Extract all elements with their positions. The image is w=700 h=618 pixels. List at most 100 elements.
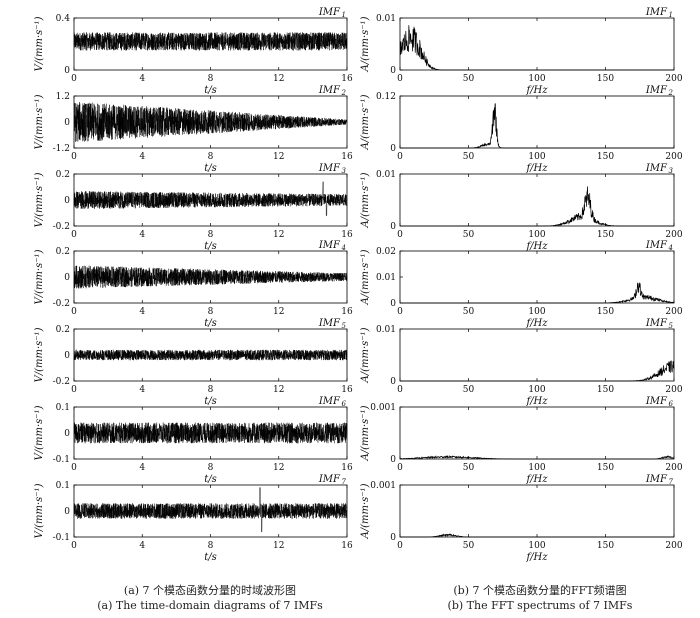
imf-subscript-t5: 5: [342, 322, 347, 330]
x-tick-label-t1: 12: [273, 74, 284, 84]
x-tick-label-f2: 150: [597, 152, 614, 162]
signal-trace-f2: [400, 103, 674, 149]
x-tick-label-t2: 12: [273, 152, 284, 162]
x-tick-label-f5: 150: [597, 385, 614, 395]
y-axis-label-f7: A/(mm·s⁻¹): [360, 483, 371, 539]
y-axis-label-f5: A/(mm·s⁻¹): [360, 327, 371, 383]
y-tick-label-f5: 0: [390, 377, 396, 387]
x-tick-label-t3: 8: [208, 230, 214, 240]
y-axis-label-f1: A/(mm·s⁻¹): [360, 16, 371, 72]
y-tick-label-f2: 0.12: [376, 92, 396, 102]
y-tick-label-f4: 0: [390, 299, 396, 309]
subplot-f7: 0 50 100 150 200 0 0.001 f/Hz A/(mm·s⁻¹) IMF 7: [360, 474, 683, 563]
x-axis-label-f5: f/Hz: [525, 396, 548, 407]
subplot-t6: 0 4 8 12 16-0.100.1t/sV/(mm·s⁻¹)IMF 6: [34, 396, 353, 485]
imf-label-t6: IMF: [318, 396, 341, 407]
y-tick-label-t2: 0: [64, 118, 70, 128]
y-tick-label-t6: 0.1: [56, 403, 70, 413]
axes-frame-f2: [399, 95, 675, 149]
x-tick-label-f4: 100: [528, 307, 545, 317]
signal-trace-t2: [73, 102, 348, 142]
y-axis-label-t6: V/(mm·s⁻¹): [34, 405, 45, 460]
imf-subscript-f3: 3: [669, 167, 674, 175]
axes-frame-f3: [399, 173, 675, 227]
x-tick-label-t6: 8: [208, 463, 214, 473]
y-tick-label-f1: 0: [390, 66, 396, 76]
y-axis-label-f4: A/(mm·s⁻¹): [360, 249, 371, 305]
y-axis-label-f3: A/(mm·s⁻¹): [360, 172, 371, 228]
x-tick-label-t1: 0: [71, 74, 77, 84]
y-tick-label-f1: 0.01: [376, 14, 396, 24]
x-axis-label-t1: t/s: [204, 85, 217, 96]
x-axis-label-f3: f/Hz: [525, 241, 548, 252]
y-tick-label-f2: 0: [390, 144, 396, 154]
x-tick-label-t7: 0: [71, 541, 77, 551]
y-tick-label-t7: -0.1: [53, 533, 70, 543]
x-tick-label-t3: 4: [139, 230, 145, 240]
subplot-t2: 0 4 8 12 16-1.201.2t/sV/(mm·s⁻¹)IMF 2: [34, 85, 353, 174]
signal-trace-f1: [399, 25, 674, 71]
caption-left-zh: (a) 7 个模态函数分量的时域波形图: [123, 584, 297, 597]
imf-label-f2: IMF: [645, 85, 668, 96]
x-axis-label-t2: t/s: [204, 163, 217, 174]
x-tick-label-f6: 100: [528, 463, 545, 473]
imf-subscript-t3: 3: [342, 167, 347, 175]
imf-subscript-f2: 2: [668, 89, 674, 97]
imf-subscript-f1: 1: [669, 11, 673, 19]
x-tick-label-f7: 150: [597, 541, 614, 551]
x-tick-label-f7: 0: [397, 541, 403, 551]
imf-label-f6: IMF: [645, 396, 668, 407]
y-axis-label-t1: V/(mm·s⁻¹): [34, 16, 45, 71]
signal-trace-t3: [73, 181, 348, 216]
x-axis-label-t5: t/s: [204, 396, 217, 407]
x-tick-label-f7: 200: [665, 541, 682, 551]
x-tick-label-t7: 8: [208, 541, 214, 551]
y-tick-label-t4: 0: [64, 273, 70, 283]
y-tick-label-f3: 0: [390, 222, 396, 232]
x-tick-label-t3: 16: [341, 230, 353, 240]
x-tick-label-f4: 200: [665, 307, 682, 317]
x-axis-label-t3: t/s: [204, 241, 217, 252]
x-tick-label-t4: 12: [273, 307, 284, 317]
subplot-t7: 0 4 8 12 16-0.100.1t/sV/(mm·s⁻¹)IMF 7: [34, 474, 353, 563]
x-tick-label-f4: 50: [463, 307, 475, 317]
y-tick-label-f4: 0.01: [376, 273, 396, 283]
imf-label-t1: IMF: [318, 7, 341, 18]
imf-subscript-f5: 5: [669, 322, 674, 330]
x-axis-label-t6: t/s: [204, 474, 217, 485]
x-tick-label-f2: 200: [665, 152, 682, 162]
x-tick-label-f2: 0: [397, 152, 403, 162]
imf-subscript-f4: 4: [668, 244, 673, 252]
x-tick-label-t5: 0: [71, 385, 77, 395]
x-axis-label-f7: f/Hz: [525, 552, 548, 563]
y-tick-label-t4: -0.2: [53, 299, 70, 309]
x-axis-label-f6: f/Hz: [525, 474, 548, 485]
subplot-t5: 0 4 8 12 16-0.200.2t/sV/(mm·s⁻¹)IMF 5: [34, 318, 353, 407]
imf-label-t4: IMF: [318, 240, 341, 251]
x-tick-label-t4: 8: [208, 307, 214, 317]
imf-subscript-t6: 6: [342, 400, 347, 408]
x-axis-label-f1: f/Hz: [525, 85, 548, 96]
x-tick-label-f6: 0: [397, 463, 403, 473]
x-tick-label-f1: 0: [397, 74, 403, 84]
y-tick-label-f7: 0.001: [370, 481, 396, 491]
y-axis-label-t4: V/(mm·s⁻¹): [34, 249, 45, 304]
imf-subscript-f7: 7: [669, 478, 674, 486]
axes-frame-f1: [399, 17, 675, 71]
y-tick-label-t7: 0: [64, 507, 70, 517]
subplot-t3: 0 4 8 12 16-0.200.2t/sV/(mm·s⁻¹)IMF 3: [34, 163, 353, 252]
y-tick-label-t1: 0.4: [56, 14, 71, 24]
x-tick-label-t4: 16: [341, 307, 353, 317]
signal-trace-t4: [73, 265, 348, 289]
imf-label-f1: IMF: [645, 7, 668, 18]
x-tick-label-t2: 8: [208, 152, 214, 162]
signal-trace-f4: [400, 282, 675, 304]
x-tick-label-t6: 12: [273, 463, 284, 473]
x-tick-label-f5: 200: [665, 385, 682, 395]
imf-subscript-f6: 6: [669, 400, 674, 408]
y-axis-label-t7: V/(mm·s⁻¹): [34, 483, 45, 538]
imf-label-f5: IMF: [645, 318, 668, 329]
